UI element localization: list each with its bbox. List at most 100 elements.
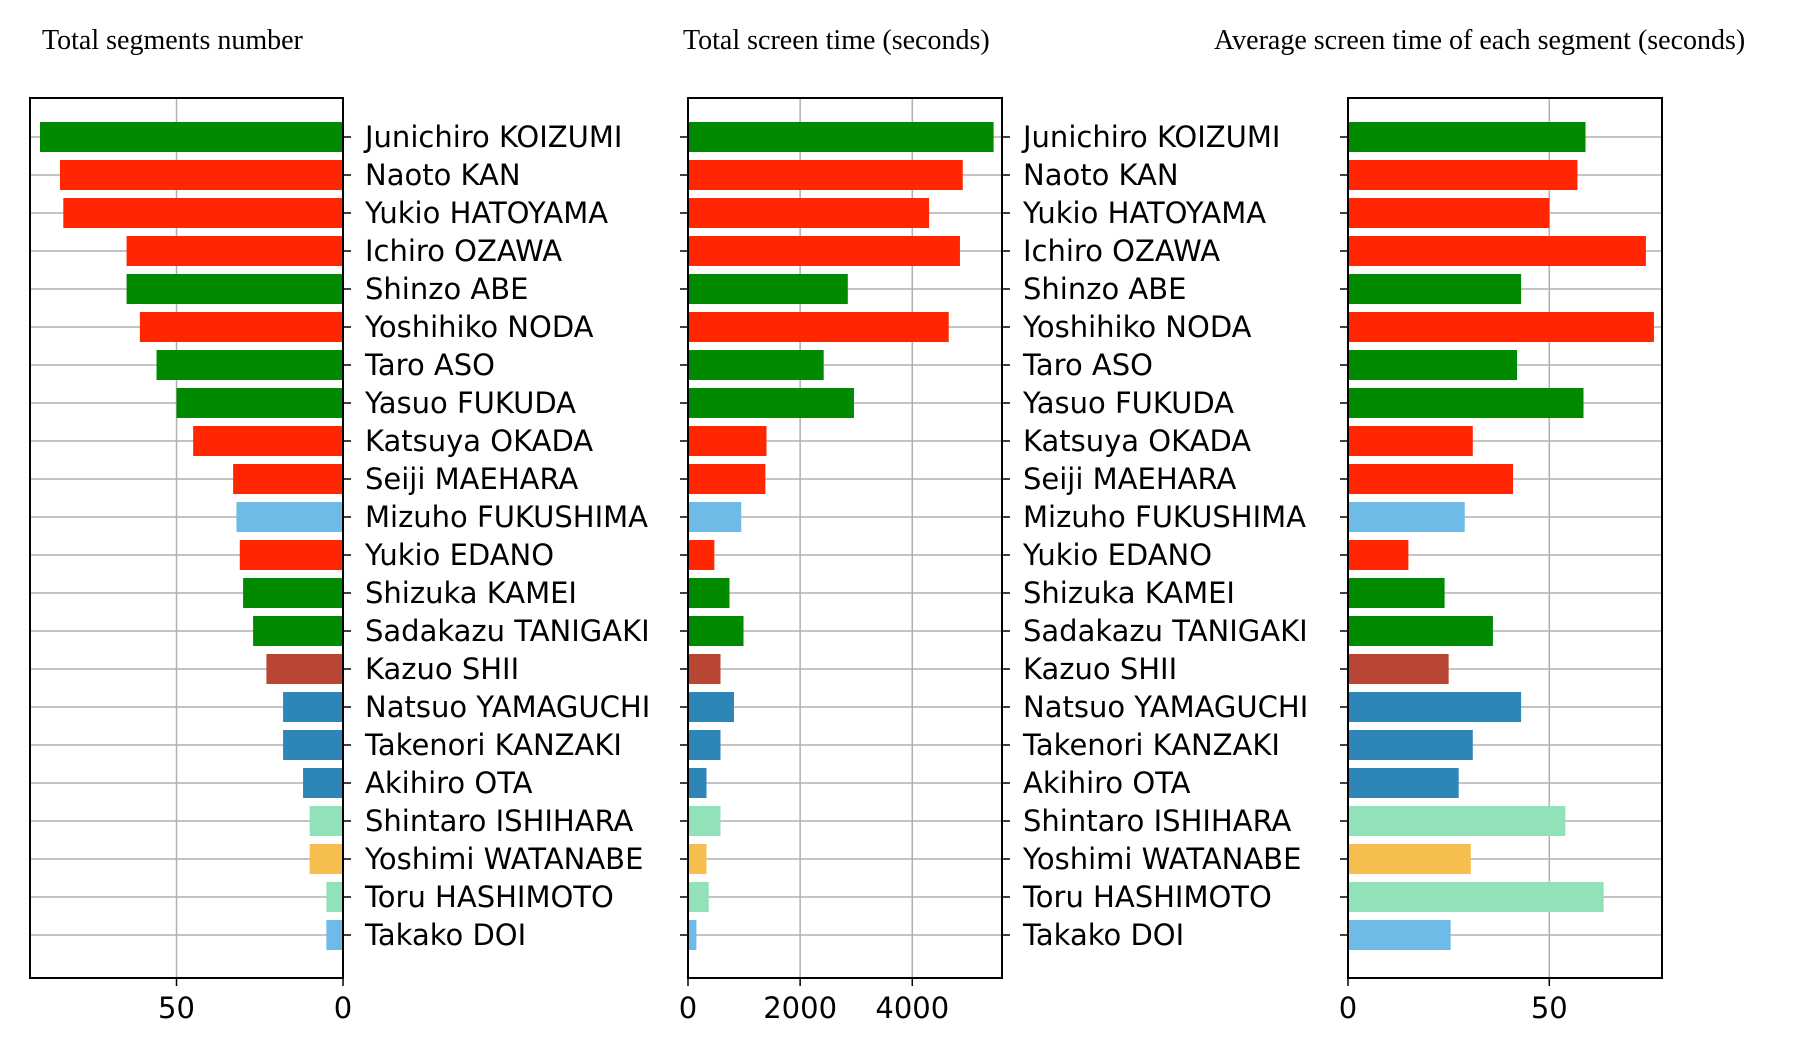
bar-yukio-hatoyama: [688, 198, 930, 228]
bar-shintaro-ishihara: [1348, 806, 1566, 836]
panel-total-screen-time: Total screen time (seconds) 0 2000 4000 Jun…: [679, 25, 1308, 1025]
x-tick-label: 0: [334, 991, 352, 1025]
bar-kazuo-shii: [266, 654, 343, 684]
category-label: Yoshihiko NODA: [1022, 310, 1252, 344]
bar-taro-aso: [1348, 350, 1518, 380]
bar-mizuho-fukushima: [1348, 502, 1465, 532]
bar-toru-hashimoto: [1348, 882, 1604, 912]
bar-yasuo-fukuda: [1348, 388, 1584, 418]
bar-shizuka-kamei: [243, 578, 343, 608]
bar-sadakazu-tanigaki: [253, 616, 343, 646]
bar-yukio-hatoyama: [63, 198, 343, 228]
bar-takako-doi: [688, 920, 697, 950]
category-label: Sadakazu TANIGAKI: [1023, 614, 1308, 648]
x-tick-label: 50: [158, 991, 195, 1025]
bar-takako-doi: [1348, 920, 1451, 950]
bar-katsuya-okada: [1348, 426, 1473, 456]
bar-naoto-kan: [688, 160, 963, 190]
category-label: Kazuo SHII: [365, 652, 519, 686]
panel-total-segments: Total segments number 50 0 Junichiro KOIZU…: [29, 25, 650, 1025]
bar-akihiro-ota: [303, 768, 343, 798]
category-label: Seiji MAEHARA: [365, 462, 578, 496]
bar-junichiro-koizumi: [1348, 122, 1586, 152]
bar-seiji-maehara: [1348, 464, 1514, 494]
bar-yukio-edano: [239, 540, 343, 570]
bar-takenori-kanzaki: [688, 730, 721, 760]
bar-yoshimi-watanabe: [1348, 844, 1471, 874]
x-tick-label: 4000: [875, 991, 949, 1025]
panel-title: Average screen time of each segment (sec…: [1214, 25, 1745, 56]
bar-natsuo-yamaguchi: [283, 692, 343, 722]
axes-frame: [1347, 97, 1663, 979]
bar-seiji-maehara: [688, 464, 766, 494]
bar-natsuo-yamaguchi: [688, 692, 734, 722]
axes-frame: [29, 97, 344, 979]
bar-sadakazu-tanigaki: [1348, 616, 1493, 646]
category-label: Yasuo FUKUDA: [1022, 386, 1234, 420]
bar-seiji-maehara: [233, 464, 343, 494]
category-label: Yoshihiko NODA: [364, 310, 594, 344]
bar-takenori-kanzaki: [283, 730, 343, 760]
bar-taro-aso: [688, 350, 824, 380]
category-label: Shizuka KAMEI: [1023, 576, 1235, 610]
category-label: Ichiro OZAWA: [1023, 234, 1220, 268]
bar-taro-aso: [156, 350, 343, 380]
bar-shinzo-abe: [1348, 274, 1522, 304]
category-label: Takenori KANZAKI: [1022, 728, 1280, 762]
category-label: Takenori KANZAKI: [364, 728, 622, 762]
category-label: Yukio HATOYAMA: [364, 196, 608, 230]
axes-frame: [687, 97, 1003, 979]
bar-shintaro-ishihara: [688, 806, 721, 836]
category-label: Akihiro OTA: [365, 766, 533, 800]
category-label: Mizuho FUKUSHIMA: [365, 500, 648, 534]
bar-yoshimi-watanabe: [309, 844, 343, 874]
bar-mizuho-fukushima: [688, 502, 742, 532]
bar-yoshihiko-noda: [688, 312, 949, 342]
bar-shizuka-kamei: [688, 578, 730, 608]
bar-takenori-kanzaki: [1348, 730, 1473, 760]
bar-yoshihiko-noda: [1348, 312, 1654, 342]
bar-junichiro-koizumi: [688, 122, 994, 152]
category-label: Naoto KAN: [365, 158, 521, 192]
bar-junichiro-koizumi: [39, 122, 344, 152]
category-label: Takako DOI: [1022, 918, 1184, 952]
bar-yoshimi-watanabe: [688, 844, 707, 874]
x-tick-label: 0: [679, 991, 697, 1025]
bar-kazuo-shii: [688, 654, 721, 684]
bar-ichiro-ozawa: [126, 236, 343, 266]
category-label: Shintaro ISHIHARA: [1023, 804, 1292, 838]
category-label: Yukio HATOYAMA: [1022, 196, 1266, 230]
category-label: Ichiro OZAWA: [365, 234, 562, 268]
bar-ichiro-ozawa: [1348, 236, 1646, 266]
bar-toru-hashimoto: [326, 882, 343, 912]
category-label: Taro ASO: [1022, 348, 1153, 382]
bar-yukio-hatoyama: [1348, 198, 1550, 228]
category-label: Yukio EDANO: [1022, 538, 1212, 572]
bar-sadakazu-tanigaki: [688, 616, 744, 646]
category-label: Mizuho FUKUSHIMA: [1023, 500, 1306, 534]
category-label: Toru HASHIMOTO: [1022, 880, 1272, 914]
category-label: Seiji MAEHARA: [1023, 462, 1236, 496]
category-label: Kazuo SHII: [1023, 652, 1177, 686]
bar-yukio-edano: [688, 540, 715, 570]
bar-yoshihiko-noda: [139, 312, 343, 342]
bar-akihiro-ota: [688, 768, 707, 798]
bar-shinzo-abe: [126, 274, 343, 304]
bar-kazuo-shii: [1348, 654, 1449, 684]
bar-katsuya-okada: [193, 426, 343, 456]
x-tick-label: 2000: [763, 991, 837, 1025]
bar-shinzo-abe: [688, 274, 848, 304]
category-label: Junichiro KOIZUMI: [1021, 120, 1280, 154]
bar-natsuo-yamaguchi: [1348, 692, 1522, 722]
bar-akihiro-ota: [1348, 768, 1459, 798]
category-label: Yoshimi WATANABE: [1022, 842, 1301, 876]
bar-yasuo-fukuda: [176, 388, 343, 418]
bar-mizuho-fukushima: [236, 502, 343, 532]
category-label: Yasuo FUKUDA: [364, 386, 576, 420]
category-label: Natsuo YAMAGUCHI: [1023, 690, 1308, 724]
panel-average-screen-time: Average screen time of each segment (sec…: [1214, 25, 1745, 1025]
category-label: Sadakazu TANIGAKI: [365, 614, 650, 648]
category-label: Yukio EDANO: [364, 538, 554, 572]
bar-yukio-edano: [1348, 540, 1409, 570]
